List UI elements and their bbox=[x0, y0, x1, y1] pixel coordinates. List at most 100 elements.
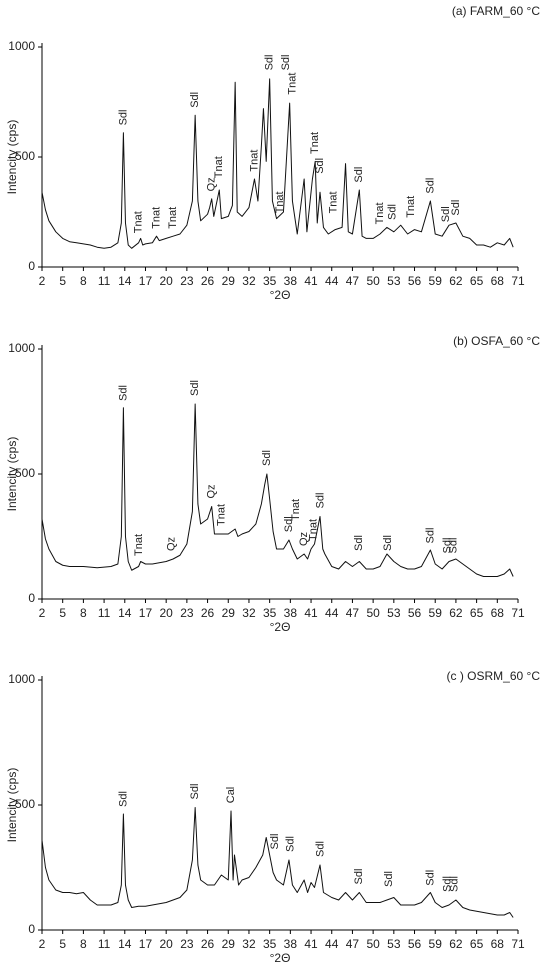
x-axis-label: °2Θ bbox=[270, 288, 291, 302]
x-tick-label: 50 bbox=[366, 274, 380, 288]
peak-label: Sdl bbox=[382, 535, 394, 551]
peak-label: Tnat bbox=[286, 73, 298, 95]
peak-label: Sdl bbox=[117, 385, 129, 401]
x-tick-label: 29 bbox=[222, 937, 236, 951]
peak-label: Tnat bbox=[290, 499, 302, 521]
x-tick-label: 71 bbox=[511, 937, 525, 951]
x-tick-label: 47 bbox=[346, 274, 360, 288]
x-tick-label: 8 bbox=[80, 274, 87, 288]
x-tick-label: 62 bbox=[449, 274, 463, 288]
x-tick-label: 65 bbox=[470, 274, 484, 288]
peak-label: Sdl bbox=[448, 538, 460, 554]
peak-label: Tnat bbox=[132, 211, 144, 233]
x-tick-label: 68 bbox=[491, 937, 505, 951]
peak-label: Sdl bbox=[314, 158, 326, 174]
x-tick-label: 26 bbox=[201, 274, 215, 288]
y-tick-label: 500 bbox=[15, 466, 35, 480]
x-tick-label: 32 bbox=[242, 937, 256, 951]
peak-label: Sdl bbox=[442, 876, 454, 892]
x-tick-label: 8 bbox=[80, 937, 87, 951]
pattern-line bbox=[41, 807, 514, 918]
x-tick-label: 38 bbox=[284, 937, 298, 951]
panel-title: (a) FARM_60 °C bbox=[452, 4, 540, 18]
peak-label: Sdl bbox=[189, 92, 201, 108]
x-tick-label: 17 bbox=[139, 274, 153, 288]
x-tick-label: 47 bbox=[346, 937, 360, 951]
y-axis-label: Intencity (cps) bbox=[5, 768, 19, 843]
x-tick-label: 23 bbox=[180, 937, 194, 951]
x-tick-label: 20 bbox=[159, 274, 173, 288]
x-tick-label: 44 bbox=[325, 606, 339, 620]
x-tick-label: 41 bbox=[304, 274, 318, 288]
peak-label: Sdl bbox=[424, 528, 436, 544]
x-tick-label: 68 bbox=[491, 274, 505, 288]
peak-label: Tnat bbox=[374, 202, 386, 224]
peak-label: Sdl bbox=[117, 109, 129, 125]
x-tick-label: 35 bbox=[263, 606, 277, 620]
peak-label: Sdl bbox=[440, 206, 452, 222]
x-tick-label: 17 bbox=[139, 937, 153, 951]
x-tick-label: 20 bbox=[159, 937, 173, 951]
peak-label: Tnat bbox=[328, 191, 340, 213]
x-tick-label: 53 bbox=[387, 274, 401, 288]
x-tick-label: 47 bbox=[346, 606, 360, 620]
peak-label: Tnat bbox=[405, 196, 417, 218]
x-tick-label: 2 bbox=[39, 937, 46, 951]
x-tick-label: 50 bbox=[366, 937, 380, 951]
x-tick-label: 14 bbox=[118, 274, 132, 288]
x-tick-label: 53 bbox=[387, 606, 401, 620]
y-axis-label: Intencity (cps) bbox=[5, 120, 19, 195]
x-tick-label: 65 bbox=[470, 606, 484, 620]
peak-label: Sdl bbox=[386, 204, 398, 220]
y-tick-label: 0 bbox=[28, 922, 35, 936]
x-tick-label: 59 bbox=[429, 937, 443, 951]
peak-label: Sdl bbox=[280, 54, 292, 70]
peak-label: Cal bbox=[225, 787, 237, 804]
x-tick-label: 11 bbox=[98, 606, 111, 620]
y-tick-label: 500 bbox=[15, 149, 35, 163]
pattern-line bbox=[41, 78, 514, 249]
x-tick-label: 29 bbox=[222, 606, 236, 620]
x-tick-label: 32 bbox=[242, 606, 256, 620]
peak-label: Sdl bbox=[284, 836, 296, 852]
peak-label: Sdl bbox=[189, 784, 201, 800]
y-tick-label: 500 bbox=[15, 797, 35, 811]
x-tick-label: 38 bbox=[284, 274, 298, 288]
x-tick-label: 38 bbox=[284, 606, 298, 620]
x-tick-label: 5 bbox=[59, 606, 66, 620]
peak-label: Tnat bbox=[150, 207, 162, 229]
peak-label: Tnat bbox=[248, 150, 260, 172]
y-tick-label: 0 bbox=[28, 591, 35, 605]
peak-label: Tnat bbox=[213, 156, 225, 178]
x-tick-label: 5 bbox=[59, 274, 66, 288]
peak-label: Sdl bbox=[353, 535, 365, 551]
x-tick-label: 26 bbox=[201, 606, 215, 620]
x-tick-label: 11 bbox=[98, 274, 111, 288]
peak-label: Sdl bbox=[424, 178, 436, 194]
panel-title: (c ) OSRM_60 °C bbox=[447, 669, 541, 683]
x-tick-label: 41 bbox=[304, 606, 318, 620]
x-tick-label: 17 bbox=[139, 606, 153, 620]
x-tick-label: 53 bbox=[387, 937, 401, 951]
y-tick-label: 1000 bbox=[8, 672, 35, 686]
peak-label: Sdl bbox=[424, 870, 436, 886]
peak-label: Sdl bbox=[315, 841, 327, 857]
x-tick-label: 62 bbox=[449, 606, 463, 620]
x-tick-label: 71 bbox=[511, 274, 525, 288]
x-tick-label: 56 bbox=[408, 937, 422, 951]
peak-label: Tnat bbox=[308, 519, 320, 541]
peak-label: Qz bbox=[298, 532, 310, 546]
x-tick-label: 32 bbox=[242, 274, 256, 288]
x-tick-label: 29 bbox=[222, 274, 236, 288]
x-tick-label: 71 bbox=[511, 606, 525, 620]
x-tick-label: 2 bbox=[39, 274, 46, 288]
x-tick-label: 65 bbox=[470, 937, 484, 951]
peak-label: Qz bbox=[206, 177, 218, 191]
peak-label: Qz bbox=[166, 537, 178, 551]
x-tick-label: 35 bbox=[263, 274, 277, 288]
x-tick-label: 56 bbox=[408, 606, 422, 620]
peak-label: Tnat bbox=[215, 504, 227, 526]
y-tick-label: 1000 bbox=[8, 39, 35, 53]
peak-label: Sdl bbox=[442, 538, 454, 554]
